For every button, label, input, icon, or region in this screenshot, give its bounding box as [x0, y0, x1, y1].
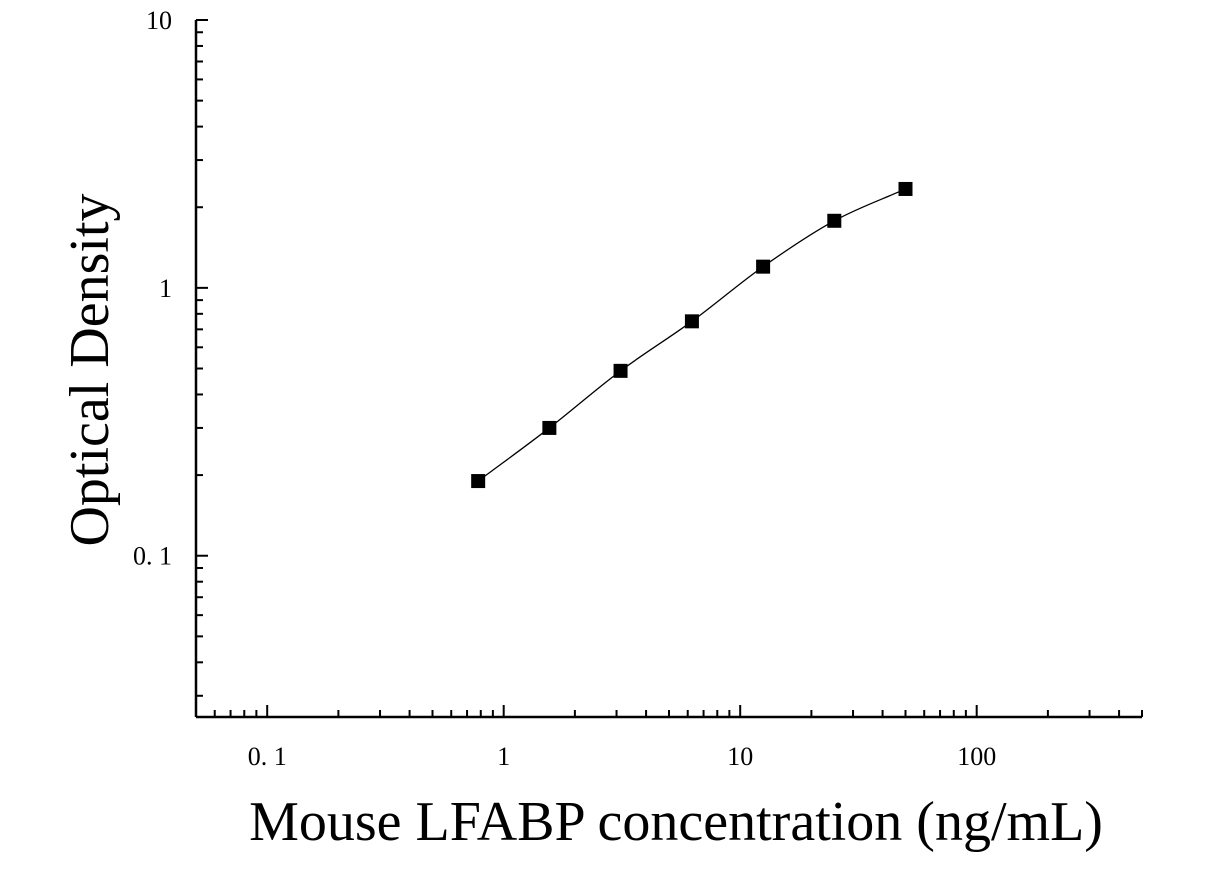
x-axis-title: Mouse LFABP concentration (ng/mL) — [249, 791, 1103, 853]
data-points — [471, 181, 913, 489]
y-axis-title: Optical Density — [59, 193, 121, 546]
ticks — [195, 19, 1143, 717]
data-point — [756, 259, 771, 274]
data-point — [827, 213, 842, 228]
fit-curve — [477, 188, 906, 482]
data-point — [471, 474, 486, 489]
data-point — [542, 420, 557, 435]
x-tick-label: 1 — [497, 742, 510, 771]
tick-labels: 0. 1 1 10 100 0. 1 1 10 — [133, 6, 996, 771]
data-point — [684, 314, 699, 329]
y-tick-label: 10 — [146, 6, 172, 35]
data-point — [613, 363, 628, 378]
y-tick-label: 1 — [159, 274, 172, 303]
x-tick-label: 0. 1 — [248, 742, 287, 771]
y-tick-label: 0. 1 — [133, 542, 172, 571]
x-tick-label: 100 — [957, 742, 996, 771]
x-tick-label: 10 — [727, 742, 753, 771]
axes — [194, 20, 1142, 719]
data-point — [898, 181, 913, 196]
